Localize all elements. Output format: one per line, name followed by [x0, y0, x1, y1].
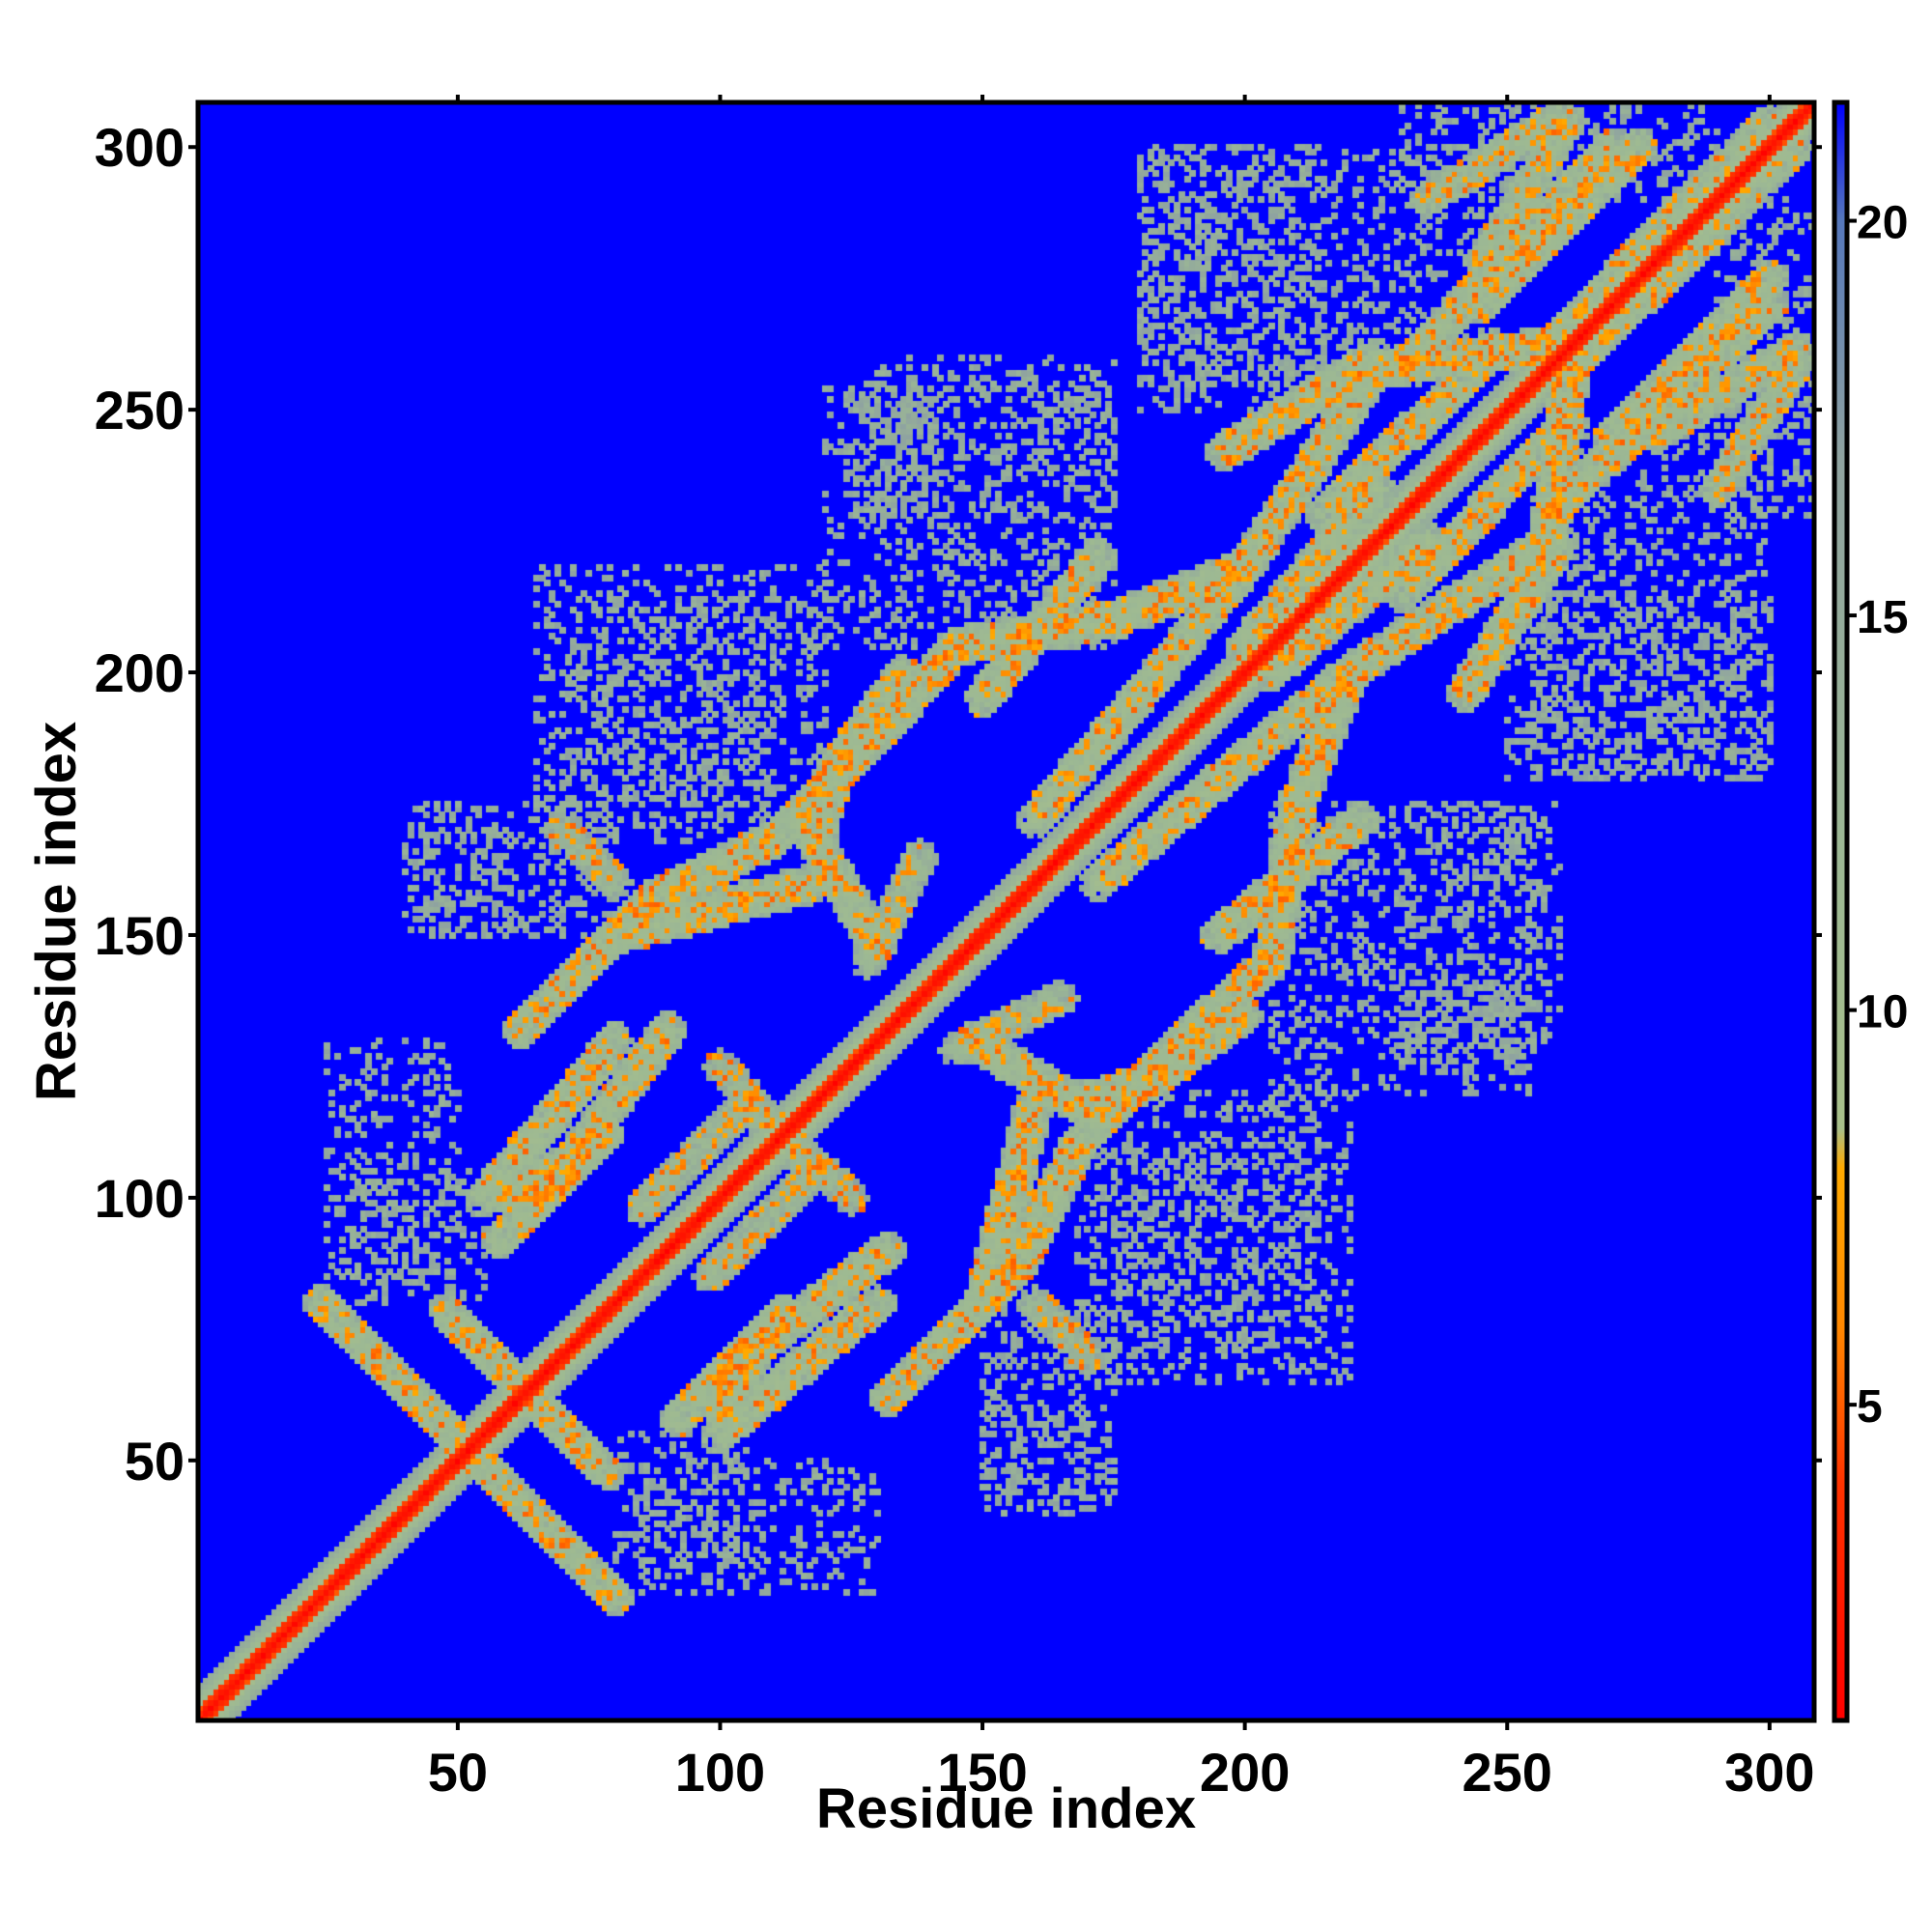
- y-tick-label: 100: [95, 1168, 185, 1229]
- x-tick-label: 100: [675, 1742, 765, 1803]
- x-tick-label: 150: [937, 1742, 1027, 1803]
- plot-frame: [195, 99, 1817, 1723]
- colorbar-tick-label: 15: [1857, 592, 1908, 643]
- y-axis: 50 100 150 200 250 300: [95, 117, 1822, 1492]
- x-axis-title: Residue index: [816, 1777, 1196, 1840]
- x-tick-label: 300: [1724, 1742, 1814, 1803]
- y-tick-label: 200: [95, 642, 185, 703]
- colorbar-tick-label: 5: [1857, 1381, 1883, 1433]
- colorbar: 5 10 15 20: [1832, 99, 1908, 1723]
- x-tick-label: 250: [1463, 1742, 1552, 1803]
- colorbar-gradient: [1832, 99, 1850, 1723]
- x-tick-label: 200: [1200, 1742, 1290, 1803]
- y-tick-label: 50: [125, 1431, 185, 1492]
- colorbar-tick-label: 20: [1857, 198, 1908, 249]
- x-tick-label: 50: [428, 1742, 488, 1803]
- colorbar-ticks: 5 10 15 20: [1847, 198, 1908, 1433]
- x-axis: 50 100 150 200 250 300: [428, 95, 1815, 1803]
- colorbar-tick-label: 10: [1857, 987, 1908, 1038]
- y-tick-label: 250: [95, 380, 185, 440]
- y-tick-label: 150: [95, 905, 185, 966]
- y-axis-title: Residue index: [25, 722, 88, 1101]
- y-tick-label: 300: [95, 117, 185, 178]
